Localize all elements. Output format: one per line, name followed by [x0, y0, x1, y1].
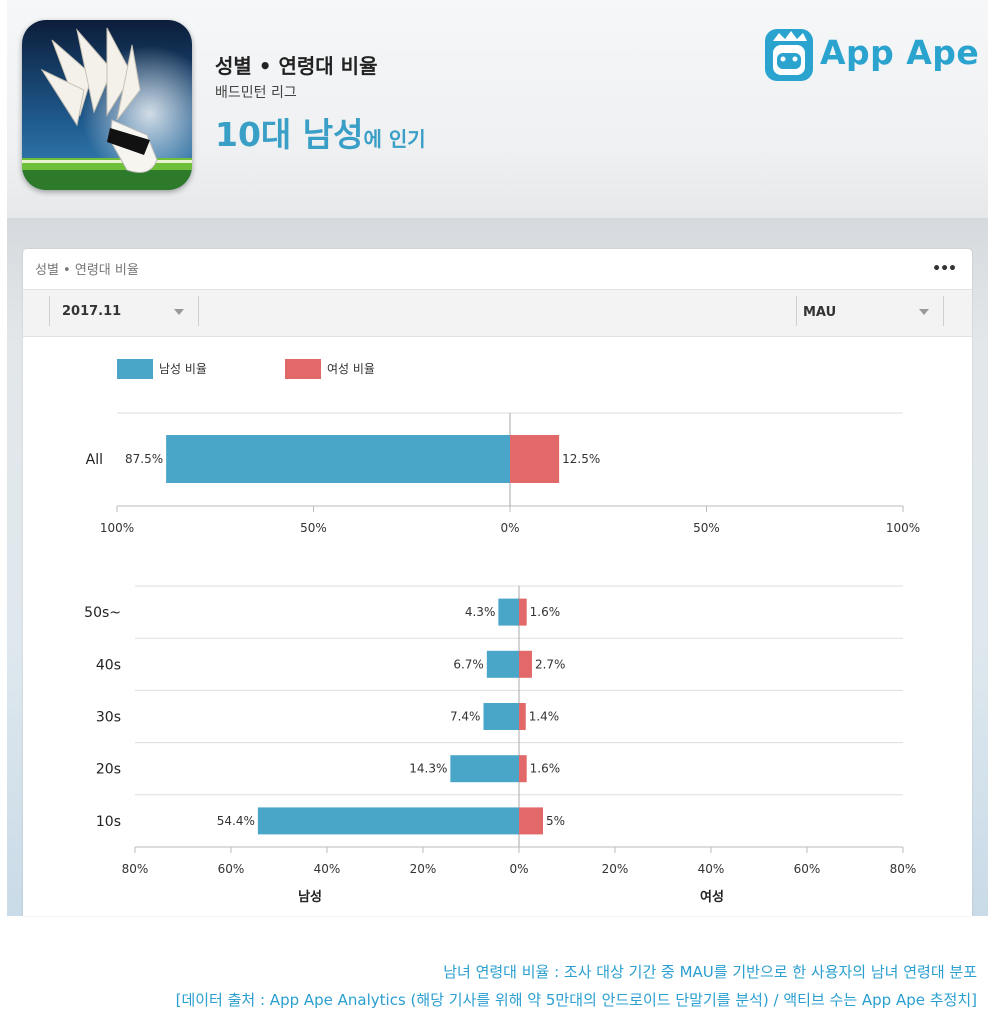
category-label: 40s [96, 657, 121, 673]
caption-line-2: [데이터 출처 : App Ape Analytics (해당 기사를 위해 약… [175, 991, 977, 1009]
legend-label-male: 남성 비율 [159, 362, 207, 376]
x-tick-label: 0% [500, 521, 519, 535]
x-tick-label: 50% [300, 521, 327, 535]
chevron-down-icon [919, 309, 929, 315]
x-tick-label: 0% [509, 862, 528, 876]
filter-toolbar: 2017.11 MAU [23, 289, 972, 337]
bar-female-all [510, 435, 560, 483]
bar-female-40s [519, 650, 532, 678]
category-label: 50s~ [84, 605, 121, 621]
bar-female-50s~ [519, 598, 527, 626]
app-icon [22, 20, 192, 190]
header-banner: 성별 • 연령대 비율 배드민턴 리그 10대 남성에 인기 App Ape [7, 0, 988, 218]
x-tick-label: 60% [794, 862, 821, 876]
x-tick-label: 20% [602, 862, 629, 876]
card-title: 성별 • 연령대 비율 [35, 263, 139, 278]
app-name: 배드민턴 리그 [215, 85, 297, 101]
data-label-male: 4.3% [465, 605, 496, 619]
x-axis-label-male: 남성 [298, 889, 322, 905]
category-label: 20s [96, 762, 121, 778]
headline-suffix: 에 인기 [363, 127, 426, 151]
chevron-down-icon [174, 309, 184, 315]
month-select-value: 2017.11 [62, 304, 122, 319]
header-title: 성별 • 연령대 비율 [215, 54, 378, 78]
data-label-female: 1.4% [529, 710, 560, 724]
data-label-female: 5% [546, 814, 565, 828]
chart-caption: 남녀 연령대 비율 : 조사 대상 기간 중 MAU를 기반으로 한 사용자의 … [176, 958, 977, 1014]
legend-label-female: 여성 비율 [327, 362, 375, 376]
headline-emphasis: 10대 남성 [215, 115, 364, 154]
x-tick-label: 80% [122, 862, 149, 876]
bar-male-30s [483, 703, 519, 730]
caption-line-1: 남녀 연령대 비율 : 조사 대상 기간 중 MAU를 기반으로 한 사용자의 … [443, 963, 977, 981]
x-tick-label: 40% [698, 862, 725, 876]
x-tick-label: 100% [100, 521, 134, 535]
data-label-female: 1.6% [530, 762, 561, 776]
legend-swatch-male [117, 359, 153, 379]
metric-select[interactable]: MAU [796, 296, 944, 326]
data-label-male: 7.4% [450, 710, 481, 724]
metric-select-value: MAU [803, 305, 837, 320]
data-label-male: 54.4% [217, 814, 255, 828]
data-label-male: 6.7% [453, 657, 484, 671]
x-tick-label: 80% [890, 862, 917, 876]
legend-swatch-female [285, 359, 321, 379]
x-tick-label: 40% [314, 862, 341, 876]
bar-male-all [166, 435, 510, 483]
x-tick-label: 50% [693, 521, 720, 535]
chart-card: 성별 • 연령대 비율 ••• 2017.11 MAU [23, 249, 972, 916]
category-label: All [86, 452, 103, 468]
data-label-female: 12.5% [562, 452, 600, 466]
data-label-male: 87.5% [125, 452, 163, 466]
headline: 10대 남성에 인기 [215, 108, 426, 156]
x-tick-label: 20% [410, 862, 437, 876]
more-options-icon[interactable]: ••• [932, 261, 957, 277]
data-label-female: 1.6% [530, 605, 561, 619]
bar-female-20s [519, 755, 527, 783]
bar-male-20s [450, 755, 519, 783]
x-tick-label: 100% [886, 521, 920, 535]
ape-face-icon [765, 29, 813, 81]
bar-male-10s [257, 807, 519, 835]
brand-name: App Ape [820, 33, 980, 72]
bar-male-50s~ [498, 598, 519, 626]
shuttlecock-icon [22, 20, 192, 190]
data-label-male: 14.3% [409, 762, 447, 776]
x-tick-label: 60% [218, 862, 245, 876]
month-select[interactable]: 2017.11 [49, 296, 199, 326]
bar-female-30s [519, 703, 526, 730]
category-label: 30s [96, 710, 121, 726]
bar-female-10s [519, 807, 543, 835]
app-ape-logo: App Ape [763, 25, 979, 87]
data-label-female: 2.7% [535, 657, 566, 671]
category-label: 10s [96, 814, 121, 830]
bar-male-40s [486, 650, 519, 678]
x-axis-label-female: 여성 [700, 889, 724, 905]
